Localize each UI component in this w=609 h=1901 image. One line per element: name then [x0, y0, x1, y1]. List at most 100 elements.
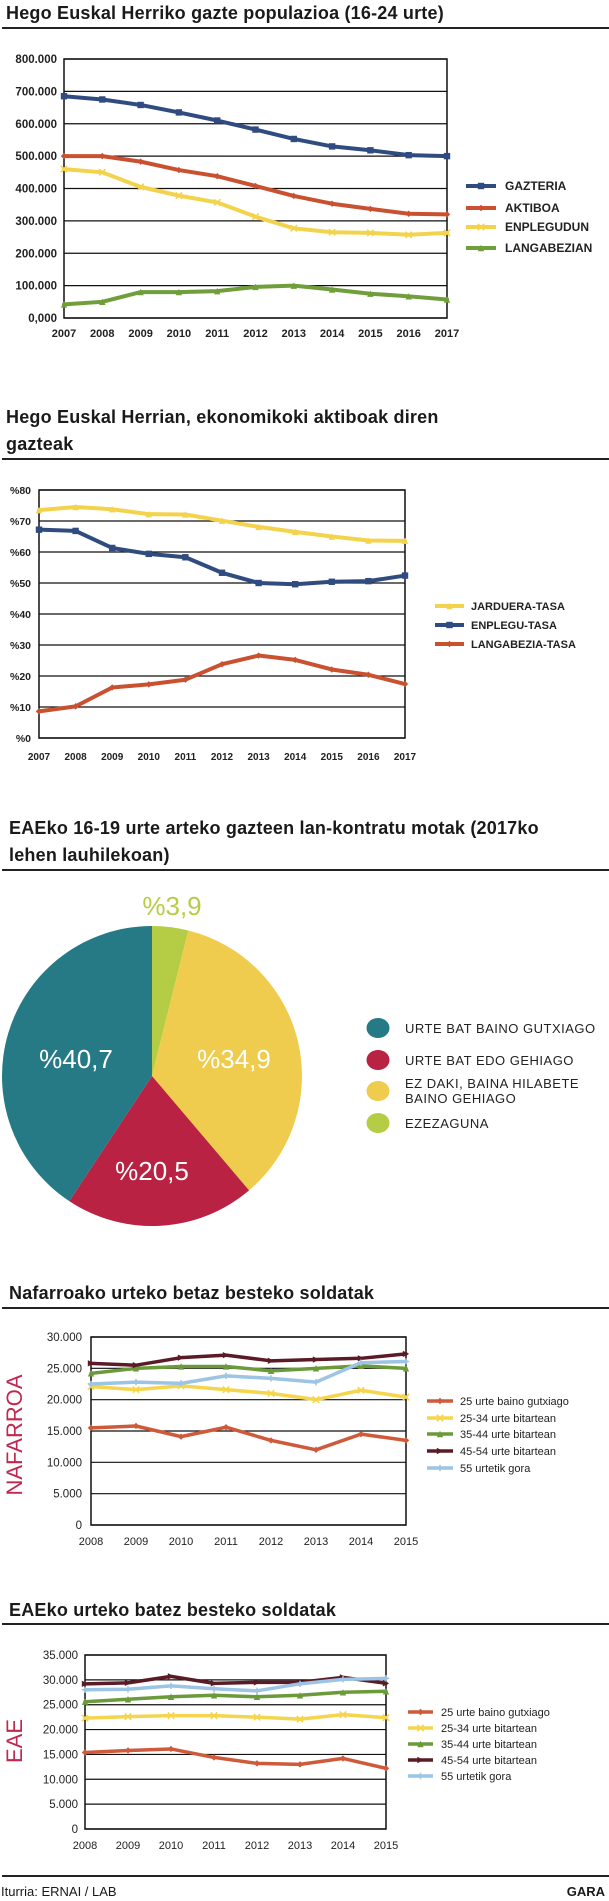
- data-point: [81, 1749, 89, 1756]
- data-point: [402, 1437, 410, 1444]
- data-point: [252, 126, 259, 133]
- data-point: [255, 579, 262, 587]
- chart-3-title: EAEko 16-19 urte arteko gazteen lan-kont…: [9, 818, 539, 865]
- data-point: [365, 577, 372, 585]
- line-chart-1: 0,000 100.000 200.000 300.000 400.000 500.000…: [15, 54, 592, 340]
- legend-swatch: [366, 1018, 390, 1038]
- series-line: [89, 1359, 408, 1386]
- data-point: [312, 1378, 320, 1386]
- legend-label-line: BAINO GEHIAGO: [405, 1091, 516, 1106]
- legend-label: EZEZAGUNA: [405, 1116, 489, 1131]
- y-tick-label: %0: [16, 733, 31, 745]
- data-point: [401, 680, 409, 688]
- data-point: [87, 1360, 95, 1367]
- data-point: [443, 211, 451, 218]
- x-tick-label: 2012: [243, 328, 267, 340]
- series-line: [83, 1689, 388, 1704]
- x-tick-label: 2009: [124, 1536, 148, 1548]
- y-tick-label: 35.000: [43, 1650, 78, 1662]
- series-gazteria: [60, 93, 451, 160]
- series-45-54-urte-bitartean: [87, 1350, 410, 1369]
- plot-frame: [38, 489, 406, 739]
- series-langabezia-tasa: [35, 652, 409, 715]
- series-langabezian: [60, 282, 451, 308]
- data-point: [382, 1675, 390, 1682]
- series-aktiboa: [60, 152, 451, 218]
- x-tick-label: 2014: [331, 1840, 355, 1852]
- data-point: [175, 109, 183, 116]
- legend-label: GAZTERIA: [505, 179, 567, 193]
- data-point: [167, 1711, 175, 1720]
- data-point: [253, 1693, 261, 1700]
- legend-label: LANGABEZIA-TASA: [471, 639, 576, 651]
- legend-label: ENPLEGUDUN: [505, 220, 589, 234]
- data-point: [443, 229, 451, 237]
- data-point: [312, 1365, 320, 1372]
- x-tick-label: 2007: [52, 328, 76, 340]
- data-point: [132, 1385, 140, 1394]
- legend-item: LANGABEZIA-TASA: [435, 639, 576, 651]
- legend-marker: [416, 1724, 425, 1732]
- data-point: [210, 1692, 218, 1699]
- data-point: [87, 1370, 95, 1377]
- data-point: [145, 510, 152, 518]
- y-tick-label: 200.000: [15, 248, 57, 260]
- side-label: EAE: [2, 1719, 27, 1763]
- data-point: [290, 135, 297, 143]
- y-tick-label: %70: [10, 516, 31, 528]
- data-point: [99, 96, 106, 103]
- data-point: [296, 1715, 304, 1723]
- data-point: [357, 1359, 365, 1366]
- footer-divider: [2, 1875, 609, 1877]
- x-tick-label: 2008: [64, 752, 87, 763]
- data-point: [109, 506, 116, 513]
- data-point: [328, 143, 336, 150]
- x-tick-label: 2010: [169, 1536, 193, 1548]
- legend-marker: [436, 1464, 444, 1472]
- x-tick-label: 2013: [288, 1840, 312, 1852]
- data-point: [99, 298, 106, 306]
- data-point: [339, 1689, 347, 1696]
- data-point: [367, 205, 374, 213]
- x-tick-label: 2016: [396, 328, 420, 340]
- legend-label: AKTIBOA: [505, 201, 560, 215]
- data-point: [382, 1680, 390, 1687]
- data-point: [81, 1680, 89, 1688]
- legend-item: 35-44 urte bitartean: [408, 1739, 537, 1751]
- line-chart-2: %0 %10 %20 %30 %40 %50 %60 %70 %80 2007 2008 2009 20…: [10, 485, 576, 763]
- plot-frame: [63, 58, 448, 319]
- series-25-urte-baino-gutxiago: [81, 1745, 390, 1772]
- legend-label: JARDUERA-TASA: [471, 601, 565, 613]
- legend-label: 25-34 urte bitartean: [441, 1723, 537, 1735]
- data-point: [267, 1357, 275, 1365]
- x-tick-label: 2008: [90, 328, 114, 340]
- legend-marker: [477, 182, 485, 190]
- chart-2-title: Hego Euskal Herrian, ekonomikoki aktiboa…: [6, 407, 439, 454]
- y-tick-label: 500.000: [15, 151, 57, 163]
- data-point: [137, 288, 144, 296]
- data-point: [72, 527, 79, 535]
- y-tick-label: 0,000: [28, 313, 57, 325]
- x-tick-label: 2012: [245, 1840, 269, 1852]
- data-point: [210, 1680, 218, 1687]
- data-point: [252, 182, 259, 190]
- line-chart-5: 0 5.000 10.000 15.000 20.000 25.000 30.000 35.0…: [2, 1650, 550, 1852]
- data-point: [290, 282, 297, 289]
- legend-marker: [436, 1430, 444, 1438]
- legend-marker: [446, 602, 453, 610]
- data-point: [81, 1714, 89, 1722]
- pie-slice: [152, 930, 302, 1191]
- x-tick-label: 2014: [349, 1536, 373, 1548]
- x-tick-label: 2017: [435, 328, 459, 340]
- y-tick-label: 15.000: [47, 1426, 82, 1438]
- legend-item: JARDUERA-TASA: [435, 601, 565, 613]
- divider: [2, 1623, 609, 1625]
- legend-marker: [417, 1740, 424, 1748]
- data-point: [357, 1430, 365, 1438]
- legend-label-line: EZ DAKI, BAINA HILABETE: [405, 1076, 579, 1091]
- legend-swatch: [366, 1081, 390, 1101]
- legend-item: LANGABEZIAN: [466, 241, 592, 255]
- data-point: [267, 1437, 275, 1444]
- data-point: [167, 1673, 175, 1680]
